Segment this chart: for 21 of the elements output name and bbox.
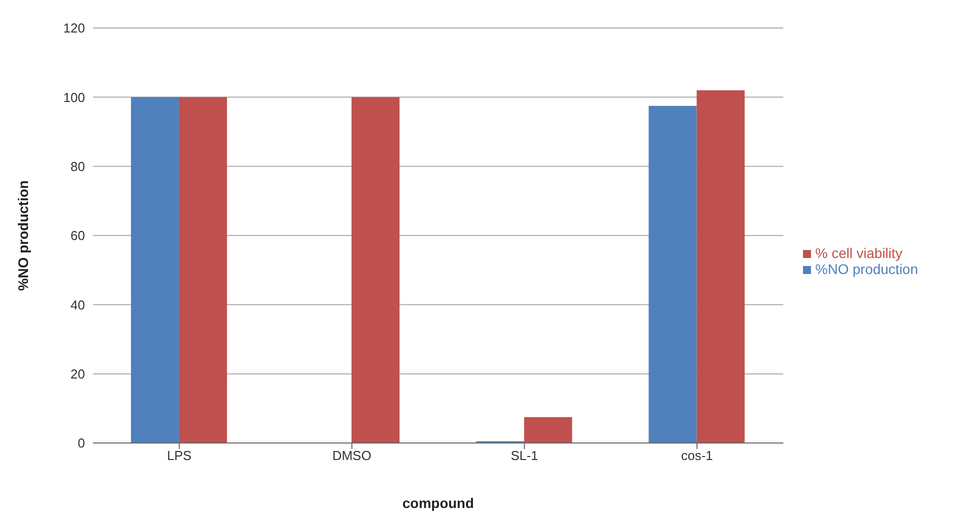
bar — [524, 417, 572, 443]
y-tick-label: 20 — [70, 366, 85, 382]
y-tick-label: 0 — [78, 436, 85, 451]
y-axis-title: %NO production — [14, 180, 31, 291]
x-tick-label: cos-1 — [681, 448, 713, 464]
x-tick-label: DMSO — [332, 448, 372, 464]
y-tick-label: 40 — [70, 297, 85, 312]
bar — [696, 90, 745, 443]
legend-label: % cell viability — [815, 244, 902, 260]
y-tick-label: 120 — [63, 20, 85, 36]
legend-label: %NO production — [815, 260, 918, 276]
x-tick-label: SL-1 — [510, 448, 538, 464]
y-tick-label: 80 — [70, 158, 85, 174]
bar — [648, 106, 697, 443]
bar — [352, 97, 400, 443]
x-tick-label: LPS — [166, 448, 192, 464]
y-tick-label: 100 — [63, 90, 85, 105]
bar — [178, 97, 227, 443]
x-axis-title: compound — [402, 495, 474, 511]
y-tick-label: 60 — [70, 228, 85, 244]
bar — [130, 97, 179, 443]
